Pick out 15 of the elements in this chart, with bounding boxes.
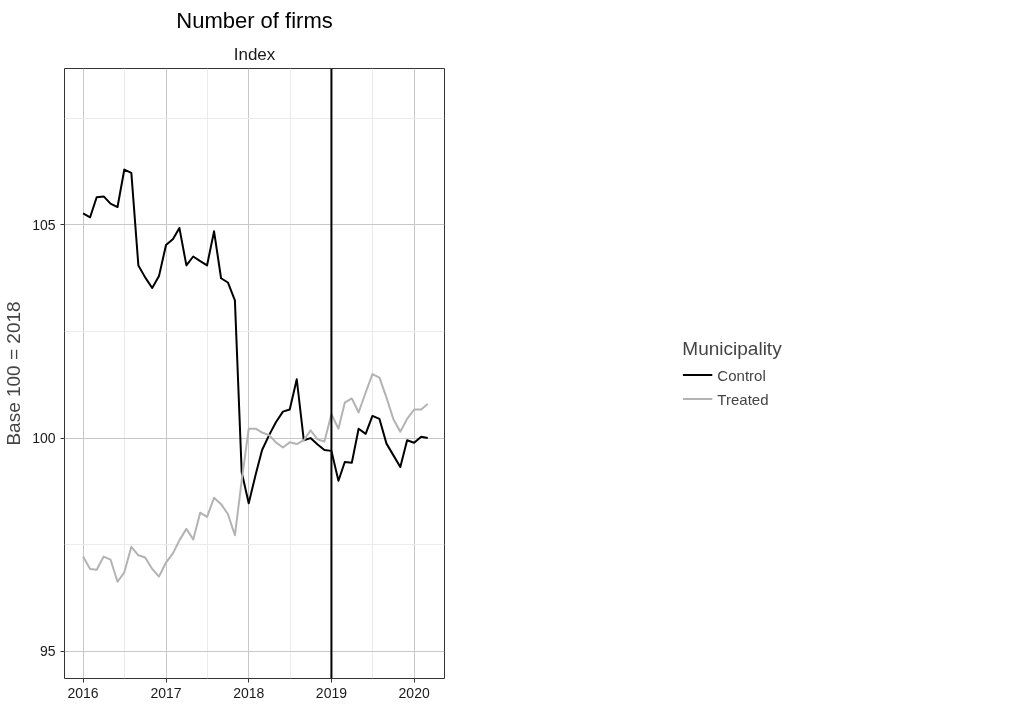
legend-title: Municipality	[682, 337, 782, 360]
y-axis-title: Base 100 = 2018	[3, 301, 25, 446]
x-tick-label: 2020	[398, 684, 430, 701]
chart-subtitle: Index	[233, 44, 276, 64]
chart-title: Number of firms	[176, 7, 333, 33]
line-series	[82, 373, 429, 583]
x-tick-label: 2019	[315, 684, 348, 701]
x-tick-label: 2016	[67, 684, 99, 701]
x-tick-label: 2018	[233, 684, 265, 701]
y-tick-label: 100	[32, 430, 56, 447]
legend-label: Control	[717, 366, 766, 383]
legend-label: Treated	[717, 390, 769, 407]
x-tick-label: 2017	[150, 684, 182, 701]
y-tick-label: 95	[39, 643, 56, 660]
y-tick-label: 105	[32, 216, 56, 233]
